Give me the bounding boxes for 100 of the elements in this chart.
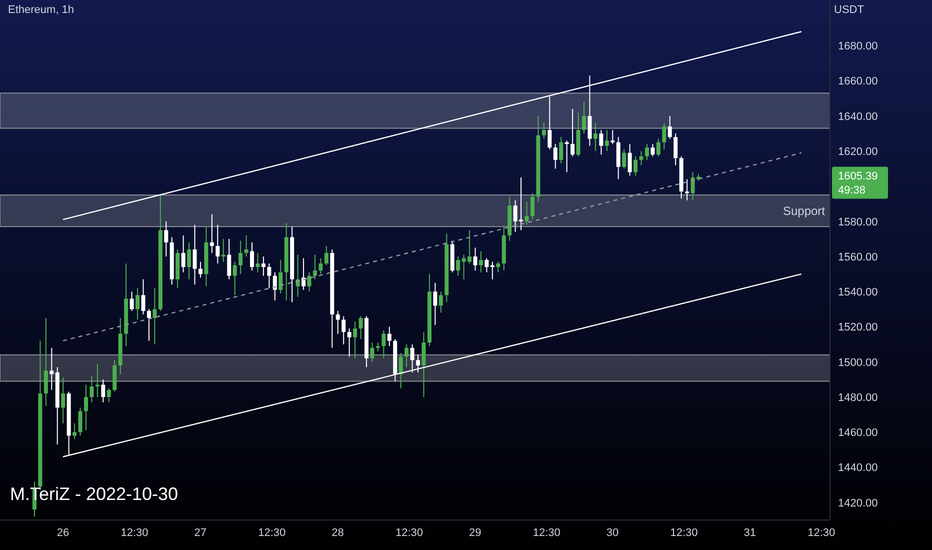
candlestick	[164, 220, 168, 257]
x-tick-label: 12:30	[120, 526, 148, 539]
candlestick	[198, 261, 202, 278]
candlestick	[382, 330, 386, 359]
candlestick	[604, 130, 609, 152]
candlestick	[433, 282, 438, 326]
y-axis-title: USDT	[834, 4, 865, 16]
candlestick	[553, 144, 558, 170]
x-tick-label: 26	[56, 526, 70, 539]
candlestick	[634, 156, 638, 176]
band-label: Support	[782, 204, 826, 218]
candlestick	[628, 144, 632, 176]
candlestick	[187, 242, 192, 280]
candlestick	[232, 261, 237, 296]
candlestick	[358, 316, 363, 340]
x-tick-label: 12:30	[532, 526, 560, 539]
y-tick-label: 1540.00	[838, 286, 878, 299]
candlestick	[44, 317, 48, 406]
candlestick	[588, 75, 592, 146]
candlestick	[668, 115, 672, 140]
candlestick	[227, 238, 232, 280]
candlestick	[410, 344, 414, 373]
candlestick	[141, 278, 146, 315]
candlestick	[662, 122, 666, 150]
candlestick	[639, 150, 644, 166]
x-tick-label: 31	[744, 526, 756, 539]
candlestick	[152, 288, 157, 345]
candlestick	[210, 214, 214, 254]
text: 1605.39	[838, 170, 878, 183]
candlestick	[524, 202, 529, 226]
y-tick-label: 1580.00	[838, 216, 878, 228]
candlestick	[530, 192, 534, 220]
candlestick	[478, 250, 483, 273]
y-tick-label: 1520.00	[838, 322, 878, 334]
y-tick-label: 1560.00	[838, 251, 878, 264]
candlestick	[78, 407, 82, 436]
candlestick	[347, 328, 352, 358]
y-tick-label: 1420.00	[838, 497, 878, 510]
candlestick	[244, 234, 248, 257]
candlestick	[216, 224, 220, 264]
candlestick	[674, 133, 678, 166]
candlestick	[650, 144, 655, 157]
candlestick	[422, 332, 426, 398]
y-tick-label: 1500.00	[838, 356, 878, 369]
candlestick	[324, 245, 328, 266]
x-tick-label: 12:30	[258, 526, 286, 539]
candlestick	[416, 354, 420, 373]
chart-title: Ethereum, 1h	[8, 4, 74, 16]
candlestick	[50, 347, 54, 390]
candlestick	[593, 122, 598, 152]
y-tick-label: 1460.00	[838, 427, 878, 440]
candlestick	[267, 263, 272, 289]
candlestick	[644, 144, 649, 160]
candlestick	[256, 252, 260, 273]
candlestick	[312, 254, 317, 280]
candlestick	[261, 256, 266, 276]
candlestick	[221, 238, 226, 262]
candlestick	[438, 291, 443, 314]
candlestick	[101, 378, 106, 403]
candlestick	[146, 308, 151, 342]
text: 49:38	[838, 184, 866, 197]
candlestick	[353, 320, 358, 359]
x-tick-label: 30	[606, 526, 619, 539]
candlestick	[61, 377, 66, 424]
candlestick	[582, 101, 586, 134]
candlestick	[570, 108, 575, 157]
candlestick	[656, 138, 660, 157]
candlestick	[456, 256, 460, 276]
candlestick	[130, 291, 134, 312]
x-tick-label: 27	[194, 526, 206, 539]
candlestick	[238, 240, 243, 275]
candlestick	[548, 96, 552, 150]
candlestick	[318, 258, 323, 275]
candlestick	[398, 352, 403, 389]
y-tick-label: 1640.00	[838, 110, 878, 123]
candlestick	[136, 288, 140, 320]
candlestick	[181, 234, 186, 273]
candlestick	[622, 148, 626, 170]
candlestick	[84, 384, 88, 431]
candlestick	[542, 122, 546, 140]
candlestick	[278, 260, 283, 294]
x-tick-label: 28	[332, 526, 344, 539]
candlestick	[72, 422, 77, 440]
candlestick	[106, 388, 111, 403]
candlestick	[95, 363, 100, 398]
candlestick	[387, 326, 392, 347]
candlestick	[370, 342, 374, 362]
y-tick-label: 1440.00	[838, 462, 878, 474]
x-tick-label: 12:30	[670, 526, 698, 539]
candlestick	[336, 310, 340, 334]
y-tick-label: 1680.00	[838, 40, 878, 53]
candlestick	[272, 272, 277, 301]
candlestick	[302, 258, 306, 290]
x-tick-label: 12:30	[808, 526, 836, 539]
candlestick	[610, 130, 615, 145]
candlestick	[307, 272, 312, 292]
candlestick	[484, 258, 489, 273]
x-tick-label: 12:30	[396, 526, 424, 539]
y-tick-label: 1480.00	[838, 392, 878, 404]
candlestick	[496, 261, 500, 273]
